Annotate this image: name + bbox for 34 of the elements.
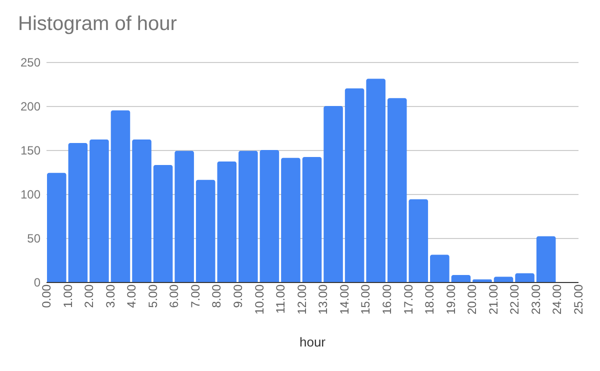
y-tick-label: 200	[20, 100, 41, 114]
x-tick-label: 7.00	[188, 284, 202, 308]
x-axis-title: hour	[299, 334, 326, 350]
y-tick-label: 50	[27, 232, 41, 246]
x-tick-label: 19.00	[444, 284, 458, 315]
x-tick-label: 3.00	[103, 284, 118, 308]
x-tick-label: 23.00	[528, 284, 543, 315]
x-tick-label: 20.00	[465, 284, 480, 315]
x-tick-label: 11.00	[274, 284, 288, 314]
x-tick-label: 16.00	[380, 284, 394, 315]
x-tick-label: 10.00	[252, 284, 266, 315]
y-tick-label: 100	[20, 188, 41, 202]
x-tick-label: 9.00	[231, 284, 246, 308]
chart-title: Histogram of hour	[18, 13, 178, 35]
y-tick-label: 250	[20, 56, 41, 70]
x-tick-label: 2.00	[82, 284, 96, 308]
x-tick-label: 14.00	[337, 284, 352, 315]
x-tick-label: 21.00	[486, 284, 500, 315]
x-tick-label: 0.00	[40, 284, 54, 308]
x-tick-label: 17.00	[401, 284, 416, 315]
x-tick-label: 15.00	[358, 284, 373, 315]
x-tick-label: 13.00	[316, 284, 330, 315]
x-tick-label: 4.00	[124, 284, 139, 308]
x-tick-label: 1.00	[60, 284, 75, 308]
x-tick-label: 12.00	[294, 284, 309, 315]
y-tick-label: 0	[34, 276, 41, 290]
y-tick-label: 150	[20, 144, 41, 158]
x-tick-label: 5.00	[146, 284, 160, 308]
x-tick-label: 25.00	[572, 284, 586, 315]
x-tick-label: 8.00	[210, 284, 224, 308]
x-tick-label: 24.00	[550, 284, 564, 315]
x-tick-label: 18.00	[422, 284, 437, 315]
x-tick-label: 6.00	[167, 284, 182, 308]
x-tick-label: 22.00	[508, 284, 522, 315]
